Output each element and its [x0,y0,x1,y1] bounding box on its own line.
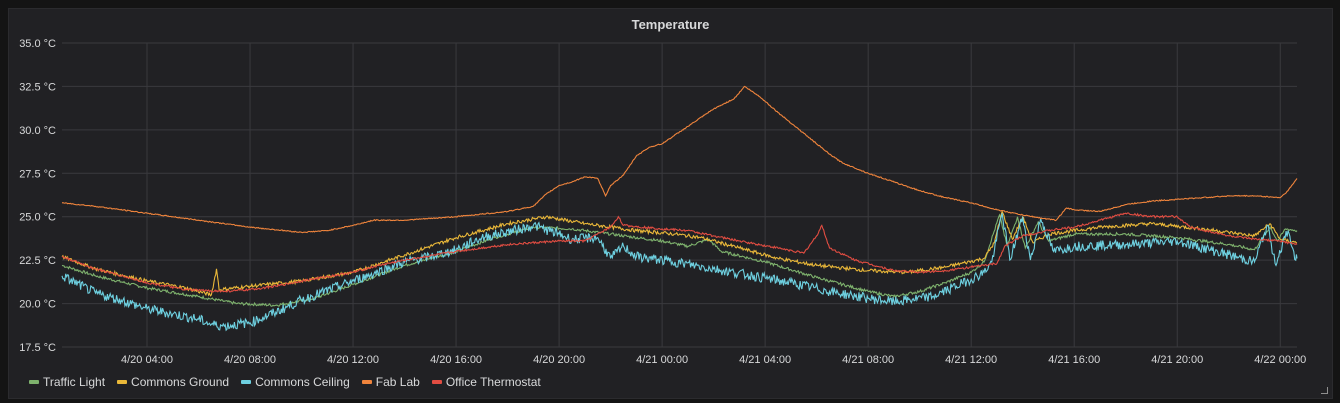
x-tick-label: 4/20 08:00 [224,354,276,366]
x-tick-label: 4/21 12:00 [945,354,997,366]
y-tick-label: 27.5 °C [19,168,56,180]
x-tick-label: 4/21 00:00 [636,354,688,366]
legend-item-commons-ceiling[interactable]: Commons Ceiling [241,375,350,389]
chart-grid [62,42,1297,348]
temperature-panel: Temperature 17.5 °C 20.0 °C 22.5 °C 25.0 °C… [8,8,1333,399]
legend-swatch [241,380,252,384]
legend-item-office-thermostat[interactable]: Office Thermostat [431,375,541,389]
series-lines [61,85,1298,332]
panel-title[interactable]: Temperature [631,17,710,32]
series-line-traffic-light[interactable] [61,213,1298,307]
y-tick-label: 35.0 °C [19,38,56,50]
y-axis: 17.5 °C 20.0 °C 22.5 °C 25.0 °C 27.5 °C 30.0 … [19,38,56,354]
y-tick-label: 30.0 °C [19,125,56,137]
legend-swatch [117,380,128,384]
x-tick-label: 4/21 04:00 [739,354,791,366]
legend-item-traffic-light[interactable]: Traffic Light [29,375,105,389]
y-tick-label: 20.0 °C [19,299,56,311]
x-axis: 4/20 04:00 4/20 08:00 4/20 12:00 4/20 16:00… [121,354,1306,366]
legend-swatch [361,380,372,384]
x-tick-label: 4/21 20:00 [1151,354,1203,366]
y-tick-label: 25.0 °C [19,212,56,224]
legend-item-fab-lab[interactable]: Fab Lab [361,375,420,389]
legend-label: Office Thermostat [445,375,541,389]
series-line-commons-ceiling[interactable] [61,213,1298,332]
temperature-chart: 17.5 °C 20.0 °C 22.5 °C 25.0 °C 27.5 °C 30.0 … [19,38,1306,366]
x-tick-label: 4/21 08:00 [842,354,894,366]
x-tick-label: 4/20 20:00 [533,354,585,366]
y-tick-label: 22.5 °C [19,255,56,267]
y-tick-label: 32.5 °C [19,81,56,93]
legend-label: Commons Ceiling [255,375,350,389]
legend-swatch [431,380,442,384]
x-tick-label: 4/20 04:00 [121,354,173,366]
x-tick-label: 4/21 16:00 [1048,354,1100,366]
x-tick-label: 4/22 00:00 [1254,354,1306,366]
legend-label: Traffic Light [43,375,106,389]
series-line-fab-lab[interactable] [61,85,1298,234]
chart-legend: Traffic Light Commons Ground Commons Ceili… [29,375,541,389]
legend-swatch [29,380,39,384]
y-tick-label: 17.5 °C [19,342,56,354]
series-line-office-thermostat[interactable] [62,212,1298,293]
x-tick-label: 4/20 16:00 [430,354,482,366]
series-line-commons-ground[interactable] [61,210,1298,297]
legend-label: Fab Lab [375,375,420,389]
legend-item-commons-ground[interactable]: Commons Ground [117,375,229,389]
resize-handle[interactable] [1321,387,1328,394]
x-tick-label: 4/20 12:00 [327,354,379,366]
legend-label: Commons Ground [131,375,230,389]
